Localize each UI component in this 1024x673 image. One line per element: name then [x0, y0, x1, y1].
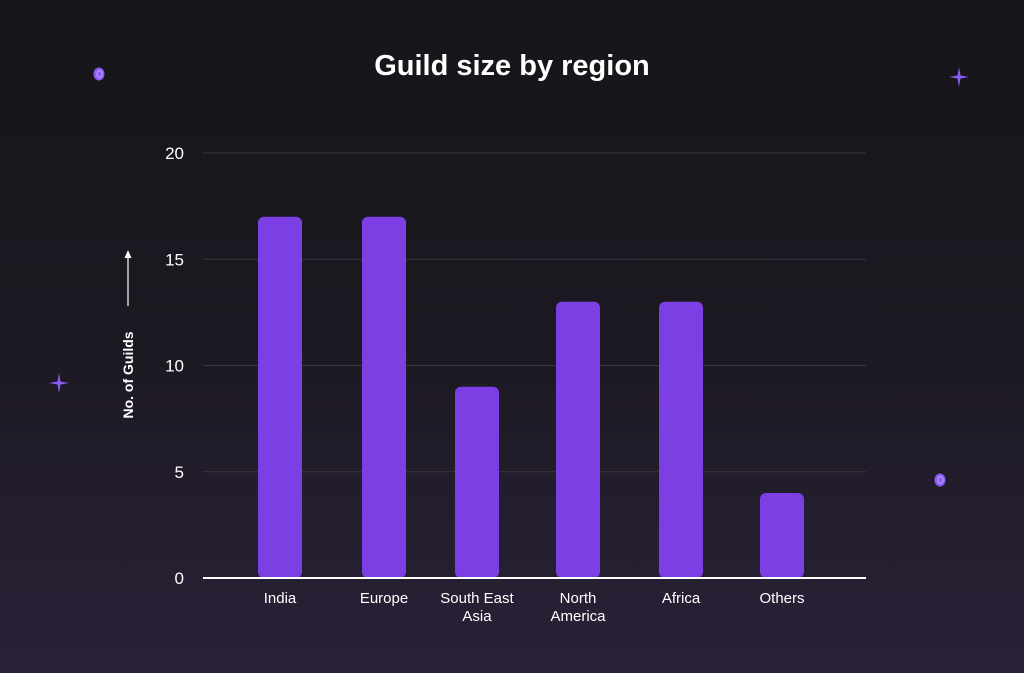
x-tick-label-line: South East [440, 590, 514, 607]
x-tick-label: India [264, 590, 297, 607]
x-tick-label: South East Asia [440, 590, 514, 625]
chart-title: Guild size by region [374, 50, 650, 82]
bar-europe [362, 216, 406, 578]
sparkle-icon [49, 373, 69, 393]
coin-icon [93, 67, 105, 81]
y-tick-label: 10 [165, 357, 184, 376]
bar-others [760, 493, 804, 578]
x-tick-label: North America [550, 590, 606, 625]
coin-icon [934, 473, 946, 487]
x-tick-label: Africa [662, 590, 701, 607]
y-tick-label: 5 [175, 463, 184, 482]
x-tick-label: Others [759, 590, 804, 607]
x-tick-label-line: America [550, 608, 606, 625]
x-tick-label-line: Others [759, 590, 804, 607]
x-tick-label-line: North [560, 590, 597, 607]
bar-africa [659, 301, 703, 578]
x-tick-label-line: Europe [360, 590, 408, 607]
axes [124, 250, 866, 579]
bar-india [258, 216, 302, 578]
x-tick-label-line: Asia [462, 608, 492, 625]
y-tick-label: 15 [165, 250, 184, 269]
y-tick-label: 0 [175, 569, 184, 588]
bar-north-america [556, 301, 600, 578]
x-tick-label-line: Africa [662, 590, 701, 607]
y-axis-arrowhead [124, 250, 132, 258]
x-tick-label-line: India [264, 590, 297, 607]
bar-south-east-asia [455, 386, 499, 578]
grid-lines [203, 152, 866, 473]
y-tick-label: 20 [165, 144, 184, 163]
y-axis-label: No. of Guilds [120, 331, 136, 418]
labels: 0 5 10 15 20 India Europe South East Asia North Am… [120, 144, 805, 625]
sparkle-icon [949, 67, 969, 87]
x-tick-label: Europe [360, 590, 408, 607]
bars [258, 216, 804, 578]
